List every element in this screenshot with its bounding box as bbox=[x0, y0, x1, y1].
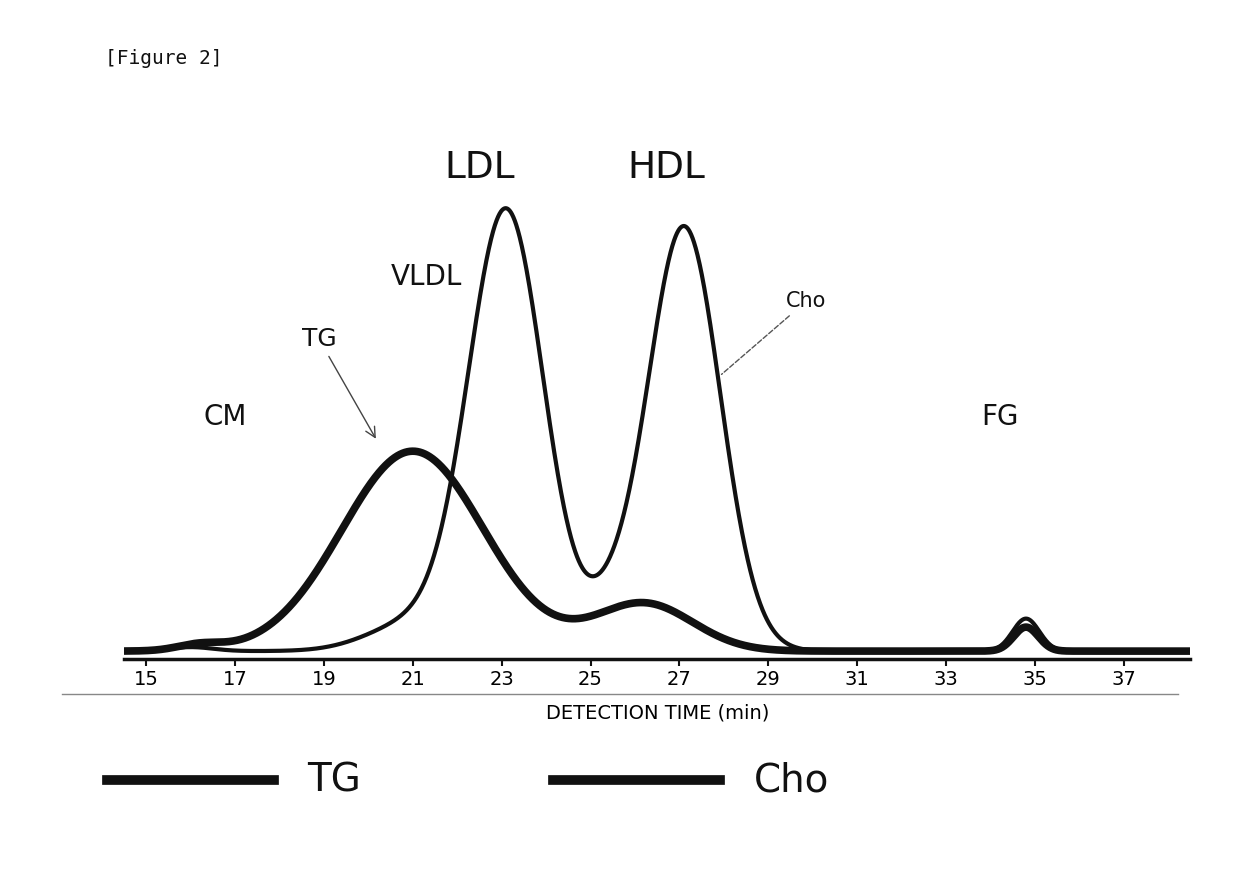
Text: HDL: HDL bbox=[627, 150, 706, 186]
Text: Cho: Cho bbox=[754, 761, 830, 799]
X-axis label: DETECTION TIME (min): DETECTION TIME (min) bbox=[546, 703, 769, 723]
Text: CM: CM bbox=[203, 403, 247, 431]
Text: TG: TG bbox=[308, 761, 361, 799]
Text: FG: FG bbox=[982, 403, 1019, 431]
Text: [Figure 2]: [Figure 2] bbox=[105, 49, 223, 68]
Text: TG: TG bbox=[301, 328, 376, 437]
Text: VLDL: VLDL bbox=[391, 263, 463, 291]
Text: Cho: Cho bbox=[722, 291, 826, 375]
Text: LDL: LDL bbox=[444, 150, 515, 186]
